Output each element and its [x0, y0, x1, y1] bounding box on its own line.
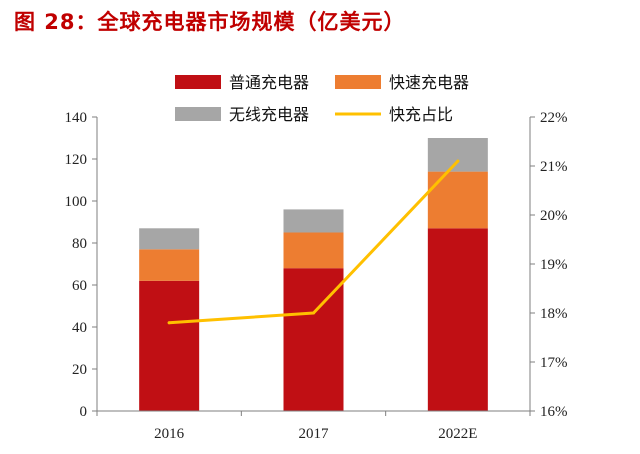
legend-swatch-1 [175, 75, 221, 89]
y2-tick-label: 22% [540, 110, 568, 126]
legend-label-4: 快充占比 [389, 105, 453, 124]
bar-2017-series-2 [283, 232, 344, 269]
y-tick-label: 0 [80, 404, 88, 420]
x-tick-label: 2022E [438, 426, 477, 442]
bar-2022E-series-2 [427, 171, 488, 229]
y-tick-label: 120 [65, 152, 88, 168]
legend-label-2: 快速充电器 [389, 73, 469, 92]
legend-swatch-3 [175, 107, 221, 121]
bar-2022E-series-1 [427, 228, 488, 411]
chart-title: 图 28：全球充电器市场规模（亿美元） [14, 10, 406, 34]
legend-label-1: 普通充电器 [229, 73, 309, 92]
y-tick-label: 140 [65, 110, 88, 126]
y2-tick-label: 17% [540, 355, 568, 371]
bar-2017-series-3 [283, 209, 344, 233]
x-tick-label: 2016 [154, 426, 185, 442]
y2-tick-label: 16% [540, 404, 568, 420]
y-tick-label: 40 [72, 320, 87, 336]
y-tick-label: 60 [72, 278, 87, 294]
bar-layer [139, 138, 488, 411]
y2-tick-label: 20% [540, 208, 568, 224]
line-layer [167, 159, 460, 325]
axes-layer: 0 20 40 60 80 100 120 140 16% 17% 18% 19% 20% 21% 22% 2… [65, 110, 568, 442]
bar-2016-series-1 [139, 280, 200, 411]
y-tick-label: 20 [72, 362, 87, 378]
y-tick-label: 80 [72, 236, 87, 252]
y2-tick-label: 21% [540, 159, 568, 175]
y-tick-label: 100 [65, 194, 88, 210]
y2-tick-label: 19% [540, 257, 568, 273]
x-tick-label: 2017 [299, 426, 330, 442]
line-point-2016 [167, 321, 171, 325]
line-point-2017 [312, 311, 315, 315]
bar-2016-series-2 [139, 249, 200, 281]
y2-tick-label: 18% [540, 306, 568, 322]
legend-swatch-2 [335, 75, 381, 89]
line-point-2022E [456, 159, 460, 163]
bar-2016-series-3 [139, 228, 200, 250]
legend-label-3: 无线充电器 [229, 105, 309, 124]
bar-2022E-series-3 [427, 138, 488, 172]
